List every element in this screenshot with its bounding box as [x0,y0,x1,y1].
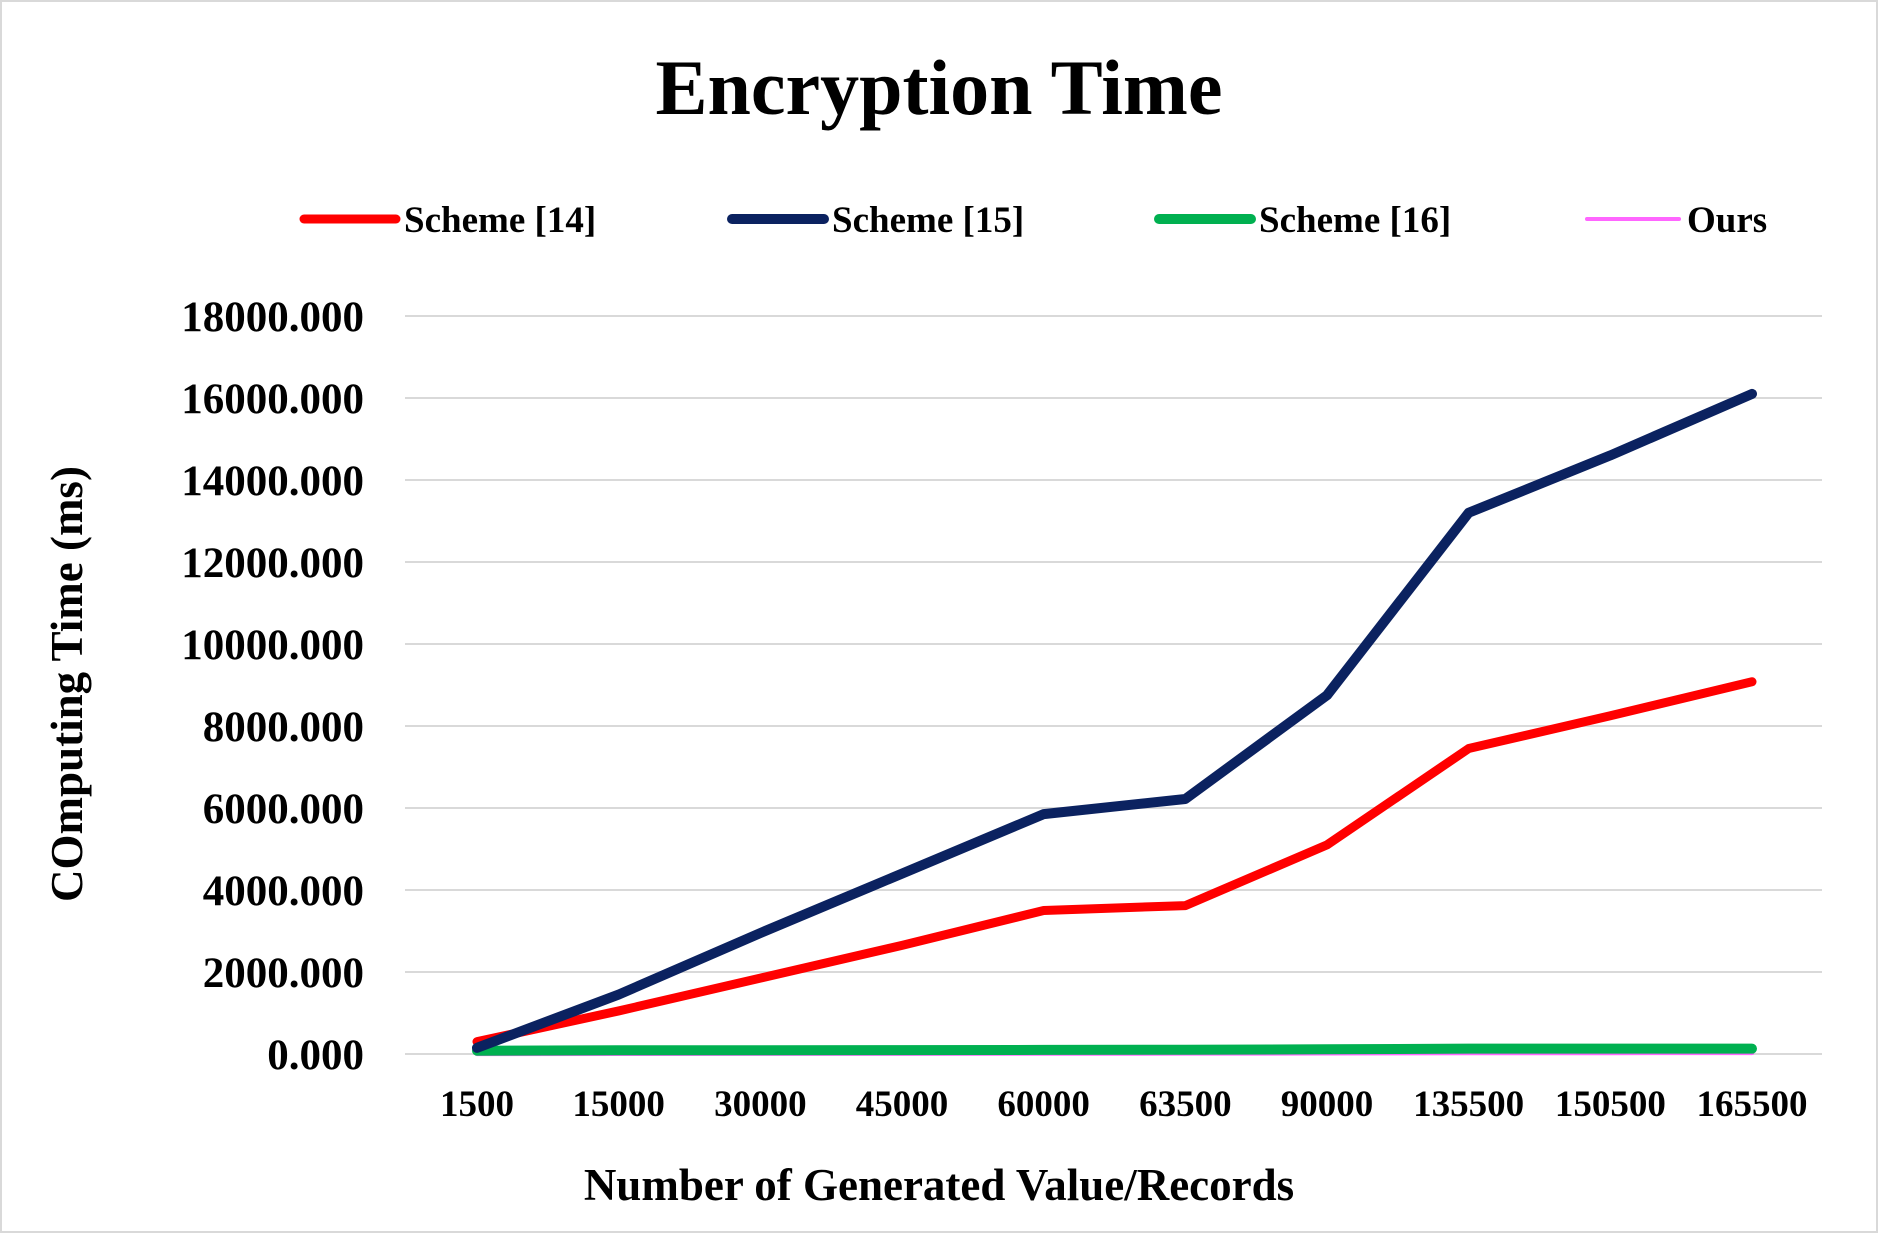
y-tick-label: 16000.000 [181,376,364,423]
y-tick-label: 4000.000 [203,868,364,915]
x-tick-label: 90000 [1281,1084,1374,1125]
chart-title: Encryption Time [655,44,1222,131]
y-tick-label: 2000.000 [203,950,364,997]
y-tick-label: 14000.000 [181,458,364,505]
x-tick-label: 165500 [1697,1084,1808,1125]
x-tick-label: 150500 [1555,1084,1666,1125]
y-axis-label: COmputing Time (ms) [42,466,92,902]
series-lines [472,388,1757,1057]
x-tick-label: 30000 [714,1084,807,1125]
legend-label: Scheme [15] [832,200,1024,241]
legend-label: Scheme [14] [404,200,596,241]
series-line-scheme-16 [472,1043,1757,1056]
series-line-scheme-14 [472,677,1757,1047]
legend-label: Ours [1687,200,1767,241]
x-axis-ticks: 1500 15000 30000 45000 60000 63500 90000 135500… [440,1084,1808,1125]
gridlines [405,315,1822,1055]
legend-item-scheme-14: Scheme [14] [299,200,596,241]
legend-item-scheme-15: Scheme [15] [727,200,1024,241]
x-tick-label: 1500 [440,1084,514,1125]
x-axis-label: Number of Generated Value/Records [584,1160,1294,1210]
x-tick-label: 15000 [572,1084,665,1125]
legend-item-scheme-16: Scheme [16] [1154,200,1451,241]
y-tick-label: 0.000 [267,1032,364,1079]
x-tick-label: 135500 [1413,1084,1524,1125]
x-tick-label: 63500 [1139,1084,1232,1125]
y-tick-label: 10000.000 [181,622,364,669]
y-tick-label: 12000.000 [181,540,364,587]
series-line-scheme-15 [472,388,1757,1053]
y-tick-label: 18000.000 [181,294,364,341]
legend-label: Scheme [16] [1259,200,1451,241]
y-axis-ticks: 0.000 2000.000 4000.000 6000.000 8000.000 100… [181,294,364,1079]
legend-item-ours: Ours [1585,200,1767,241]
x-tick-label: 60000 [997,1084,1090,1125]
y-tick-label: 6000.000 [203,786,364,833]
legend: Scheme [14] Scheme [15] Scheme [16] Ours [299,200,1767,241]
x-tick-label: 45000 [856,1084,949,1125]
y-tick-label: 8000.000 [203,704,364,751]
